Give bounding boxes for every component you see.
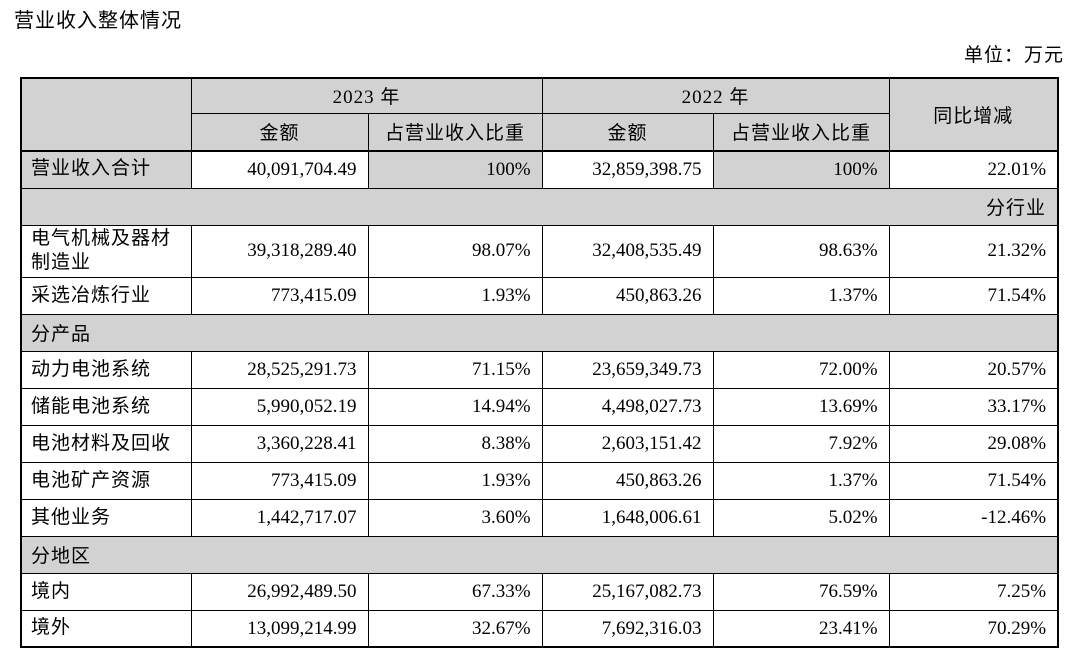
cell-value: 7.92% bbox=[712, 424, 890, 463]
table-row: 电池矿产资源 773,415.09 1.93% 450,863.26 1.37% 71.5… bbox=[20, 461, 1059, 500]
cell-value: 7.25% bbox=[888, 572, 1059, 611]
cell-value: 39,318,289.40 bbox=[190, 224, 369, 278]
table-row: 境外 13,099,214.99 32.67% 7,692,316.03 23.41% 7… bbox=[20, 609, 1059, 648]
cell-value: 5.02% bbox=[712, 498, 890, 537]
cell-value: 76.59% bbox=[712, 572, 890, 611]
cell-value: 1.37% bbox=[712, 461, 890, 500]
page-title: 营业收入整体情况 bbox=[14, 10, 182, 32]
row-label: 其他业务 bbox=[20, 498, 192, 537]
cell-value: 32.67% bbox=[367, 609, 543, 648]
cell-value: 28,525,291.73 bbox=[190, 350, 369, 389]
cell-value: 71.54% bbox=[888, 461, 1059, 500]
table-header: 2023 年 2022 年 同比增减 金额 占营业收入比重 金额 占营业收入比重 bbox=[20, 77, 1059, 152]
cell-value: 1.93% bbox=[367, 461, 543, 500]
cell-value: 21.32% bbox=[888, 224, 1059, 278]
cell-value: 23.41% bbox=[712, 609, 890, 648]
section-row: 分地区 bbox=[20, 535, 1059, 574]
row-label: 采选冶炼行业 bbox=[20, 276, 192, 315]
cell-value: 8.38% bbox=[367, 424, 543, 463]
table-row: 营业收入合计 40,091,704.49 100% 32,859,398.75 100%… bbox=[20, 150, 1059, 189]
cell-value: 33.17% bbox=[888, 387, 1059, 426]
cell-value: -12.46% bbox=[888, 498, 1059, 537]
cell-value: 98.63% bbox=[712, 224, 890, 278]
col-header-year-2022: 2022 年 bbox=[541, 77, 890, 114]
cell-value: 773,415.09 bbox=[190, 276, 369, 315]
col-header-amount-2023: 金额 bbox=[190, 112, 369, 152]
cell-value: 71.54% bbox=[888, 276, 1059, 315]
row-label: 动力电池系统 bbox=[20, 350, 192, 389]
cell-value: 3,360,228.41 bbox=[190, 424, 369, 463]
col-header-yoy-change: 同比增减 bbox=[888, 77, 1059, 152]
cell-value: 70.29% bbox=[888, 609, 1059, 648]
table-row: 其他业务 1,442,717.07 3.60% 1,648,006.61 5.02% -1… bbox=[20, 498, 1059, 537]
section-label: 分产品 bbox=[20, 313, 1059, 352]
cell-value: 72.00% bbox=[712, 350, 890, 389]
cell-value: 1,442,717.07 bbox=[190, 498, 369, 537]
section-row: 分产品 bbox=[20, 313, 1059, 352]
row-label: 电池矿产资源 bbox=[20, 461, 192, 500]
row-label: 境内 bbox=[20, 572, 192, 611]
cell-value: 773,415.09 bbox=[190, 461, 369, 500]
cell-value: 67.33% bbox=[367, 572, 543, 611]
cell-value: 32,408,535.49 bbox=[541, 224, 714, 278]
table-row: 动力电池系统 28,525,291.73 71.15% 23,659,349.73 72… bbox=[20, 350, 1059, 389]
row-label: 储能电池系统 bbox=[20, 387, 192, 426]
cell-value: 450,863.26 bbox=[541, 276, 714, 315]
cell-value: 4,498,027.73 bbox=[541, 387, 714, 426]
cell-value: 5,990,052.19 bbox=[190, 387, 369, 426]
section-label: 分行业 bbox=[20, 187, 1059, 226]
cell-value: 100% bbox=[712, 150, 890, 189]
table-body: 营业收入合计 40,091,704.49 100% 32,859,398.75 100%… bbox=[20, 150, 1059, 648]
cell-value: 26,992,489.50 bbox=[190, 572, 369, 611]
table-row: 境内 26,992,489.50 67.33% 25,167,082.73 76.59%… bbox=[20, 572, 1059, 611]
cell-value: 22.01% bbox=[888, 150, 1059, 189]
table-row: 储能电池系统 5,990,052.19 14.94% 4,498,027.73 13.6… bbox=[20, 387, 1059, 426]
section-label: 分地区 bbox=[20, 535, 1059, 574]
cell-value: 32,859,398.75 bbox=[541, 150, 714, 189]
row-label: 电池材料及回收 bbox=[20, 424, 192, 463]
cell-value: 29.08% bbox=[888, 424, 1059, 463]
col-header-pct-2023: 占营业收入比重 bbox=[367, 112, 543, 152]
cell-value: 40,091,704.49 bbox=[190, 150, 369, 189]
table-row: 电气机械及器材 制造业 39,318,289.40 98.07% 32,408,535… bbox=[20, 224, 1059, 278]
cell-value: 98.07% bbox=[367, 224, 543, 278]
cell-value: 100% bbox=[367, 150, 543, 189]
cell-value: 1.37% bbox=[712, 276, 890, 315]
cell-value: 7,692,316.03 bbox=[541, 609, 714, 648]
cell-value: 450,863.26 bbox=[541, 461, 714, 500]
cell-value: 25,167,082.73 bbox=[541, 572, 714, 611]
col-header-year-2023: 2023 年 bbox=[190, 77, 543, 114]
section-row: 分行业 bbox=[20, 187, 1059, 226]
cell-value: 13,099,214.99 bbox=[190, 609, 369, 648]
col-header-amount-2022: 金额 bbox=[541, 112, 714, 152]
table-row: 电池材料及回收 3,360,228.41 8.38% 2,603,151.42 7.92… bbox=[20, 424, 1059, 463]
unit-label: 单位：万元 bbox=[963, 45, 1064, 66]
col-header-pct-2022: 占营业收入比重 bbox=[712, 112, 890, 152]
cell-value: 1.93% bbox=[367, 276, 543, 315]
row-label: 境外 bbox=[20, 609, 192, 648]
cell-value: 1,648,006.61 bbox=[541, 498, 714, 537]
cell-value: 71.15% bbox=[367, 350, 543, 389]
revenue-table: 2023 年 2022 年 同比增减 金额 占营业收入比重 金额 占营业收入比重… bbox=[20, 77, 1060, 649]
cell-value: 20.57% bbox=[888, 350, 1059, 389]
corner-header-cell bbox=[20, 77, 192, 152]
cell-value: 14.94% bbox=[367, 387, 543, 426]
row-label: 营业收入合计 bbox=[20, 150, 192, 189]
row-label: 电气机械及器材 制造业 bbox=[20, 224, 192, 278]
cell-value: 23,659,349.73 bbox=[541, 350, 714, 389]
cell-value: 2,603,151.42 bbox=[541, 424, 714, 463]
cell-value: 13.69% bbox=[712, 387, 890, 426]
table-row: 采选冶炼行业 773,415.09 1.93% 450,863.26 1.37% 71.5… bbox=[20, 276, 1059, 315]
cell-value: 3.60% bbox=[367, 498, 543, 537]
